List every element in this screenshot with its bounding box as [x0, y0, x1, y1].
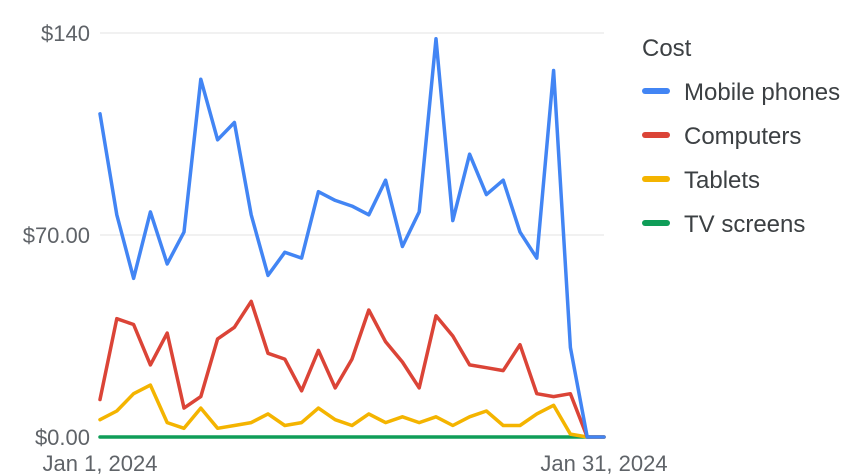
- x-tick-label: Jan 1, 2024: [43, 451, 158, 474]
- series-line-mobile-phones: [98, 37, 606, 439]
- y-axis-ticks: $0.00 $70.00 $140: [23, 21, 90, 450]
- series-line-computers: [98, 299, 606, 439]
- legend-label: TV screens: [684, 211, 805, 238]
- legend-label: Mobile phones: [684, 79, 840, 106]
- x-tick-label: Jan 31, 2024: [540, 451, 667, 474]
- legend: Cost Mobile phones Computers Tablets TV scr…: [642, 35, 840, 238]
- y-tick-label: $140: [41, 21, 90, 46]
- series-lines: [98, 37, 606, 439]
- legend-label: Computers: [684, 123, 801, 150]
- y-tick-label: $0.00: [35, 425, 90, 450]
- y-tick-label: $70.00: [23, 223, 90, 248]
- x-axis-ticks: Jan 1, 2024 Jan 31, 2024: [43, 451, 668, 474]
- legend-label: Tablets: [684, 167, 760, 194]
- series-line-tablets: [98, 383, 606, 439]
- legend-title: Cost: [642, 35, 692, 62]
